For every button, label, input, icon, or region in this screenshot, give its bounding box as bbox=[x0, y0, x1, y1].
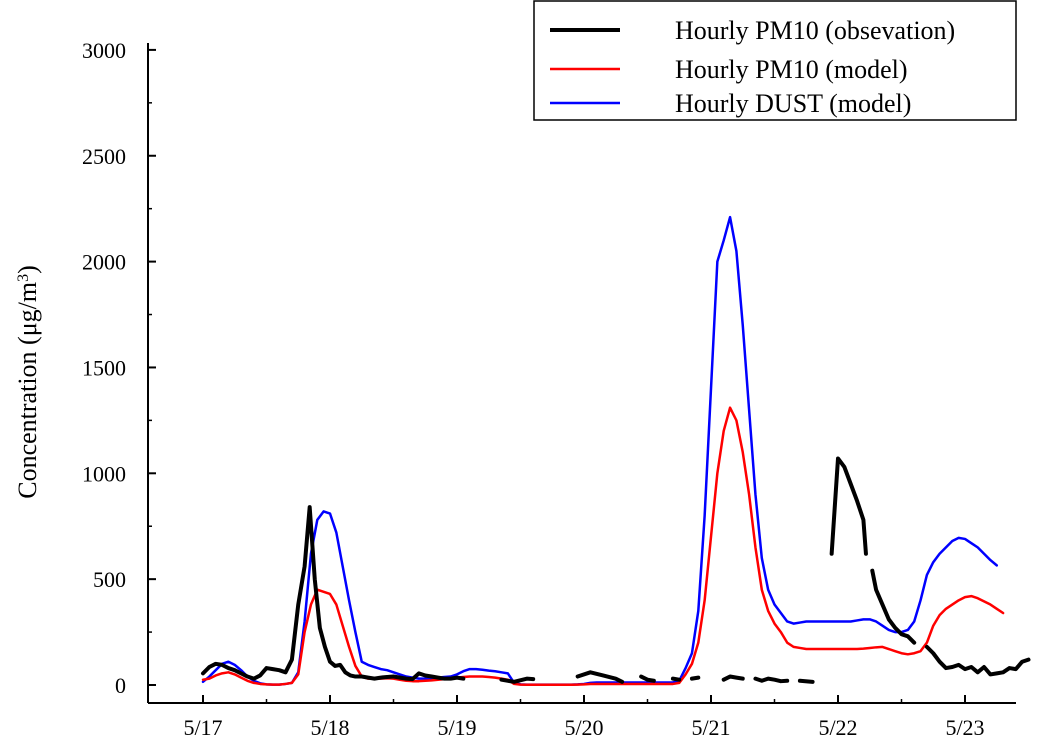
series-pm10-model bbox=[201, 406, 1005, 687]
y-axis-title-superscript: 3 bbox=[15, 274, 32, 282]
series-line-segment bbox=[201, 505, 466, 682]
series-line-segment bbox=[753, 676, 790, 684]
y-axis-title-main: Concentration (μg/m bbox=[13, 282, 42, 499]
y-axis: 0 500 1000 1500 2000 2500 3000 bbox=[82, 38, 156, 698]
x-tick-label: 5/19 bbox=[437, 715, 476, 740]
series-line-segment bbox=[201, 215, 998, 686]
y-tick-label: 1500 bbox=[82, 355, 126, 380]
series-line-segment bbox=[575, 670, 625, 684]
series-line-segment bbox=[924, 644, 1031, 677]
x-tick-label: 5/18 bbox=[310, 715, 349, 740]
legend: Hourly PM10 (obsevation) Hourly PM10 (mod… bbox=[533, 0, 1017, 121]
x-tick-label: 5/21 bbox=[691, 715, 730, 740]
y-tick-label: 2000 bbox=[82, 250, 126, 275]
y-tick-label: 500 bbox=[93, 567, 126, 592]
legend-label: Hourly PM10 (obsevation) bbox=[675, 16, 955, 45]
series-line-segment bbox=[201, 406, 1005, 687]
series-line-segment bbox=[639, 674, 656, 683]
x-tick-label: 5/23 bbox=[945, 715, 984, 740]
series-line-segment bbox=[689, 675, 701, 681]
series-line-segment bbox=[499, 676, 536, 684]
series-line-segment bbox=[829, 456, 868, 556]
series-line-segment bbox=[721, 674, 745, 682]
x-tick-label: 5/17 bbox=[183, 715, 222, 740]
series-layer bbox=[201, 215, 1031, 687]
series-line-segment bbox=[670, 676, 682, 682]
y-tick-label: 2500 bbox=[82, 144, 126, 169]
x-tick-label: 5/22 bbox=[818, 715, 857, 740]
y-tick-label: 1000 bbox=[82, 461, 126, 486]
x-tick-label: 5/20 bbox=[564, 715, 603, 740]
series-line-segment bbox=[797, 678, 815, 684]
series-dust-model bbox=[201, 215, 998, 686]
y-tick-label: 0 bbox=[115, 673, 126, 698]
x-axis: 5/17 5/18 5/19 5/20 5/21 5/22 5/23 bbox=[183, 695, 985, 740]
legend-label: Hourly PM10 (model) bbox=[675, 55, 908, 84]
legend-label: Hourly DUST (model) bbox=[675, 89, 911, 118]
series-line-segment bbox=[870, 568, 917, 645]
y-axis-title-suffix: ) bbox=[13, 265, 42, 274]
series-pm10-observation bbox=[201, 456, 1031, 684]
y-tick-label: 3000 bbox=[82, 38, 126, 63]
legend-box bbox=[533, 0, 1017, 121]
plot-frame bbox=[147, 43, 1016, 704]
y-axis-title: Concentration (μg/m3) bbox=[13, 265, 42, 499]
